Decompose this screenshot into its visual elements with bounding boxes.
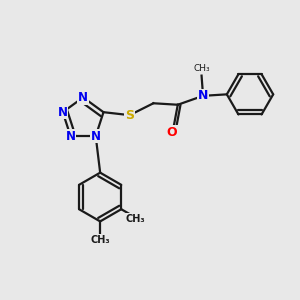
Text: S: S bbox=[125, 109, 134, 122]
Text: CH₃: CH₃ bbox=[90, 235, 110, 244]
Text: N: N bbox=[78, 91, 88, 104]
Text: N: N bbox=[58, 106, 68, 119]
Text: CH₃: CH₃ bbox=[193, 64, 210, 73]
Text: N: N bbox=[91, 130, 101, 142]
Text: N: N bbox=[65, 130, 76, 142]
Text: N: N bbox=[198, 89, 208, 102]
Text: CH₃: CH₃ bbox=[126, 214, 146, 224]
Text: O: O bbox=[167, 126, 177, 139]
